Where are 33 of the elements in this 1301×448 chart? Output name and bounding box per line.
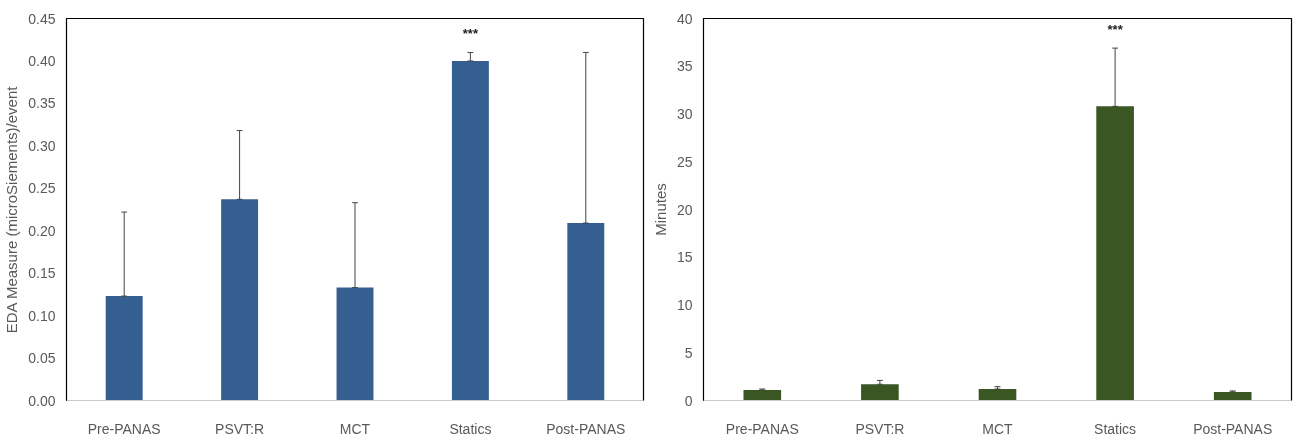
y-tick-label: 0.05 xyxy=(28,350,56,367)
x-tick-label: Statics xyxy=(1094,420,1137,437)
annotation: *** xyxy=(1107,21,1124,37)
x-tick-label: Statics xyxy=(449,420,492,437)
y-tick-label: 0.30 xyxy=(28,137,56,154)
annotation: *** xyxy=(462,26,479,41)
x-tick-label: Pre-PANAS xyxy=(87,420,161,437)
y-tick-label: 10 xyxy=(676,297,693,313)
x-tick-label: Pre-PANAS xyxy=(725,420,799,437)
y-tick-label: 0 xyxy=(684,392,693,409)
y-tick-label: 5 xyxy=(684,344,693,361)
y-tick-label: 25 xyxy=(676,153,693,170)
x-tick-label: Post-PANAS xyxy=(546,420,626,437)
y-tick-label: 35 xyxy=(676,58,693,75)
y-tick-label: 0.25 xyxy=(28,180,56,197)
x-tick-label: PSVT:R xyxy=(855,420,905,437)
y-tick-label: 0.45 xyxy=(28,10,56,27)
x-tick-label: MCT xyxy=(982,420,1014,437)
y-tick-label: 0.10 xyxy=(28,307,56,324)
y-tick-label: 0.20 xyxy=(28,222,56,239)
y-axis-title: Minutes xyxy=(651,183,669,236)
y-tick-label: 30 xyxy=(676,106,693,122)
x-tick-label: PSVT:R xyxy=(215,420,265,437)
y-axis-title: EDA Measure (microSiements)/event xyxy=(3,85,21,334)
y-tick-label: 40 xyxy=(676,10,693,27)
y-tick-label: 15 xyxy=(676,249,693,266)
x-tick-label: Post-PANAS xyxy=(1193,420,1273,437)
y-tick-label: 20 xyxy=(676,201,693,218)
y-tick-label: 0.00 xyxy=(28,392,56,409)
y-tick-label: 0.15 xyxy=(28,265,56,282)
x-tick-label: MCT xyxy=(339,420,371,437)
y-tick-label: 0.40 xyxy=(28,52,56,69)
y-tick-label: 0.35 xyxy=(28,95,56,112)
